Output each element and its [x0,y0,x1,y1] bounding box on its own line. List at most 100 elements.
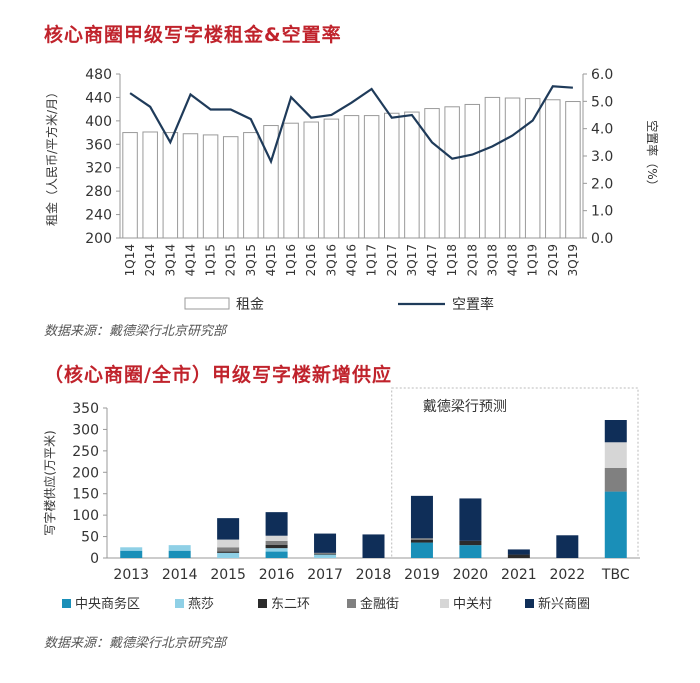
bar-segment-finance-street [604,468,627,492]
rent-bar [303,121,319,239]
legend-label-cbd: 中央商务区 [75,596,140,612]
legend-vacancy-label: 空置率 [452,296,494,313]
bar-segment-cbd [459,545,482,558]
x-tick-label: 4Q16 [345,244,359,276]
y-tick-label: 280 [85,184,112,200]
legend-label-zhongguancun: 中关村 [453,597,492,612]
y-axis-title: 租金（人民币/平方米/月） [44,86,59,226]
x-tick-label: 3Q18 [485,244,499,276]
bar-segment-yansha [265,548,288,552]
y2-tick-label: 5.0 [591,94,613,110]
bar-segment-finance-street [265,540,288,545]
rent-bar [122,132,138,239]
bar-segment-east-2nd-ring [265,544,288,549]
forecast-label: 戴德梁行预测 [423,399,507,415]
bar-segment-emerging [314,533,337,553]
bar-segment-east-2nd-ring [217,551,240,553]
bar-segment-finance-street [314,552,337,554]
x-tick-label: 3Q19 [566,244,580,276]
bar-segment-finance-street [410,538,433,540]
rent-bar [565,101,581,239]
y2-tick-label: 0.0 [591,231,613,247]
y-tick-label: 480 [85,67,112,83]
bar-segment-zhongguancun [265,535,288,541]
bar-segment-zhongguancun [604,442,627,468]
y-tick-label: 50 [81,530,99,546]
y-tick-label: 440 [85,90,112,106]
x-tick-label: 3Q14 [163,244,177,276]
legend-swatch-finance-street [347,599,356,608]
legend-label-yansha: 燕莎 [188,597,214,612]
bar-segment-east-2nd-ring [459,540,482,546]
bar-segment-cbd [120,550,143,558]
y-tick-label: 240 [85,208,112,224]
rent-bar [504,97,521,239]
y-tick-label: 400 [85,114,112,130]
x-tick-label: 4Q18 [506,244,520,276]
vacancy-line [129,85,573,165]
x-tick-label: 2Q14 [143,244,157,276]
bar-segment-emerging [265,512,288,536]
bar-segment-emerging [410,495,433,539]
legend-swatch-east-2nd-ring [258,599,267,608]
rent-vacancy-chart: 200 240 280 320 360 400 440 480 0.0 1.0 2.0 3.0 4.0 5… [44,67,660,313]
y-tick-label: 200 [72,465,99,481]
rent-bar [182,133,199,239]
x-tick-label: 1Q19 [526,244,540,276]
x-tick-label: 4Q14 [183,244,197,276]
bar-segment-finance-street [217,547,240,552]
bar-segment-emerging [604,420,627,443]
chart1-title: 核心商圈甲级写字楼租金&空置率 [44,24,342,46]
bar-segment-cbd [265,551,288,558]
bar-segment-zhongguancun [217,539,240,548]
y-tick-label: 300 [72,422,99,438]
y-tick-label: 0 [90,551,99,567]
rent-bar [202,134,219,239]
chart1-source: 数据来源：戴德梁行北京研究部 [44,324,227,339]
legend-rent-swatch [184,297,230,310]
x-tick-label: 2Q18 [465,244,479,276]
bar-segment-cbd [604,491,627,558]
x-tick-label: 4Q15 [264,244,278,276]
bar-segment-emerging [362,534,385,558]
x-tick-label: 3Q16 [324,244,338,276]
rent-bar [343,115,360,239]
x-tick-label: 2Q17 [385,244,399,276]
x-tick-label: 2013 [113,567,149,583]
legend-label-east-2nd-ring: 东二环 [271,597,310,612]
y-tick-label: 360 [85,137,112,153]
legend-rent-label: 租金 [236,297,264,313]
chart2-source: 数据来源：戴德梁行北京研究部 [44,636,227,651]
bar-segment-east-2nd-ring [314,553,337,555]
y2-tick-label: 2.0 [591,176,613,192]
x-tick-label: 2020 [453,567,489,583]
chart2-title: （核心商圈/全市）甲级写字楼新增供应 [44,364,392,386]
y-tick-label: 250 [72,444,99,460]
y2-tick-label: 1.0 [591,204,613,220]
y2-tick-label: 6.0 [591,67,613,83]
bar-segment-east-2nd-ring [507,554,530,558]
rent-bar [545,99,561,239]
x-tick-label: 2022 [549,567,585,583]
rent-bar [283,122,299,239]
bar-segment-yansha [217,552,240,558]
rent-bar [222,136,239,239]
legend-swatch-emerging [525,599,534,608]
legend-swatch-yansha [175,599,184,608]
x-tick-label: 2015 [210,567,246,583]
y-tick-label: 320 [85,161,112,177]
rent-bar [384,112,400,239]
x-tick-label: TBC [601,567,630,583]
x-tick-label: 1Q17 [365,244,379,276]
y2-tick-label: 3.0 [591,149,613,165]
y2-tick-label: 4.0 [591,122,613,138]
rent-bar [464,103,481,239]
x-tick-label: 3Q15 [244,244,258,276]
rent-bar [142,131,158,239]
bar-segment-yansha [314,554,337,558]
x-tick-label: 1Q18 [445,244,459,276]
rent-bar [323,118,340,239]
rent-bar [243,132,259,239]
y-tick-label: 350 [72,401,99,417]
